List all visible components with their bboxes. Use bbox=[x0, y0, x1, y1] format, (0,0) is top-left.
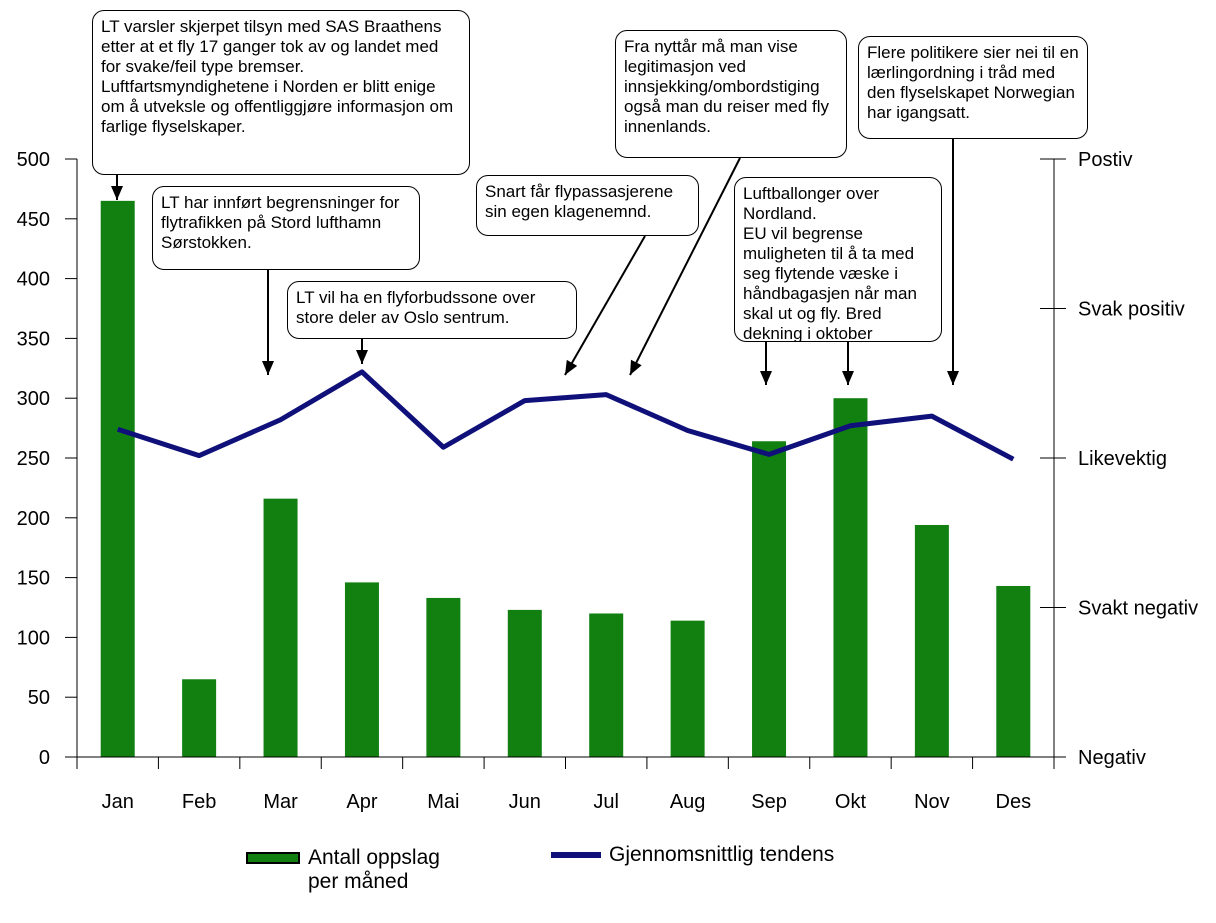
x-tick-label: Jan bbox=[102, 791, 134, 813]
bar-jan bbox=[100, 200, 135, 758]
annotation-arrowhead bbox=[565, 359, 578, 375]
annotation-box-nov: Flere politikere sier nei til en lærling… bbox=[858, 36, 1088, 139]
y-tick-label-left: 300 bbox=[17, 388, 50, 410]
bar-jul bbox=[589, 613, 624, 757]
x-tick-label: Des bbox=[996, 791, 1032, 813]
y-tick-label-right: Svak positiv bbox=[1078, 299, 1185, 321]
x-tick-label: Apr bbox=[346, 791, 377, 813]
annotation-arrowhead bbox=[842, 371, 854, 385]
y-tick-label-left: 0 bbox=[39, 747, 50, 769]
x-tick-label: Okt bbox=[835, 791, 867, 813]
x-tick-label: Mai bbox=[427, 791, 459, 813]
bar-nov bbox=[914, 524, 949, 757]
bar-jun bbox=[507, 609, 542, 757]
legend-line: Gjennomsnittlig tendens bbox=[551, 843, 834, 867]
y-tick-label-left: 250 bbox=[17, 448, 50, 470]
x-tick-label: Sep bbox=[751, 791, 787, 813]
x-tick-label: Nov bbox=[914, 791, 950, 813]
annotation-arrows bbox=[111, 139, 959, 385]
y-tick-label-left: 450 bbox=[17, 209, 50, 231]
bars bbox=[100, 200, 1031, 758]
y-tick-label-left: 350 bbox=[17, 328, 50, 350]
annotation-arrowhead bbox=[947, 371, 959, 385]
annotation-arrow bbox=[629, 157, 741, 376]
legend-line-label: Gjennomsnittlig tendens bbox=[609, 843, 835, 866]
bar-mar bbox=[263, 498, 298, 757]
x-tick-label: Mar bbox=[263, 791, 298, 813]
legend-bar-swatch bbox=[246, 852, 300, 864]
y-tick-label-left: 500 bbox=[17, 149, 50, 171]
y-tick-label-left: 200 bbox=[17, 508, 50, 530]
y-tick-label-right: Svakt negativ bbox=[1078, 598, 1198, 620]
y-tick-label-left: 150 bbox=[17, 568, 50, 590]
x-tick-label: Jun bbox=[509, 791, 541, 813]
bar-aug bbox=[670, 620, 705, 757]
y-tick-label-right: Negativ bbox=[1078, 747, 1146, 769]
annotation-box-sep: Luftballonger over Nordland. EU vil begr… bbox=[734, 177, 942, 342]
axes: 0 50 100 150 200 250 300 350 400 450 500 Negativ Sva… bbox=[17, 149, 1198, 813]
annotation-box-jul: Fra nyttår må man vise legitimasjon ved … bbox=[615, 30, 847, 158]
bar-feb bbox=[182, 679, 217, 757]
legend-bars: Antall oppslag per måned bbox=[246, 846, 486, 894]
y-tick-label-right: Likevektig bbox=[1078, 448, 1167, 470]
annotation-arrowhead bbox=[111, 186, 123, 200]
annotation-arrowhead bbox=[356, 350, 368, 364]
annotation-arrowhead bbox=[760, 371, 772, 385]
annotation-arrow bbox=[564, 235, 646, 376]
y-tick-label-left: 50 bbox=[28, 687, 50, 709]
annotation-box-jun: Snart får flypassasjerene sin egen klage… bbox=[476, 175, 699, 236]
trend-line-layer bbox=[116, 369, 1015, 462]
x-tick-label: Jul bbox=[593, 791, 619, 813]
annotation-box-jan: LT varsler skjerpet tilsyn med SAS Braat… bbox=[92, 10, 470, 175]
annotation-arrowhead bbox=[262, 361, 274, 375]
y-tick-label-right: Postiv bbox=[1078, 149, 1132, 171]
trend-line bbox=[116, 369, 1015, 462]
legend-line-swatch bbox=[551, 852, 601, 858]
bar-apr bbox=[344, 582, 379, 757]
x-tick-label: Feb bbox=[182, 791, 216, 813]
annotation-box-mar: LT har innført begrensninger for flytraf… bbox=[152, 186, 420, 270]
x-tick-label: Aug bbox=[670, 791, 706, 813]
bar-okt bbox=[833, 398, 868, 757]
y-tick-label-left: 100 bbox=[17, 627, 50, 649]
y-tick-label-left: 400 bbox=[17, 269, 50, 291]
bar-des bbox=[996, 585, 1031, 757]
bar-sep bbox=[752, 441, 787, 757]
legend-bar-label: Antall oppslag per måned bbox=[308, 846, 440, 893]
bar-mai bbox=[426, 597, 461, 757]
annotation-box-apr: LT vil ha en flyforbudssone over store d… bbox=[287, 281, 577, 339]
annotation-arrowhead bbox=[630, 359, 642, 375]
